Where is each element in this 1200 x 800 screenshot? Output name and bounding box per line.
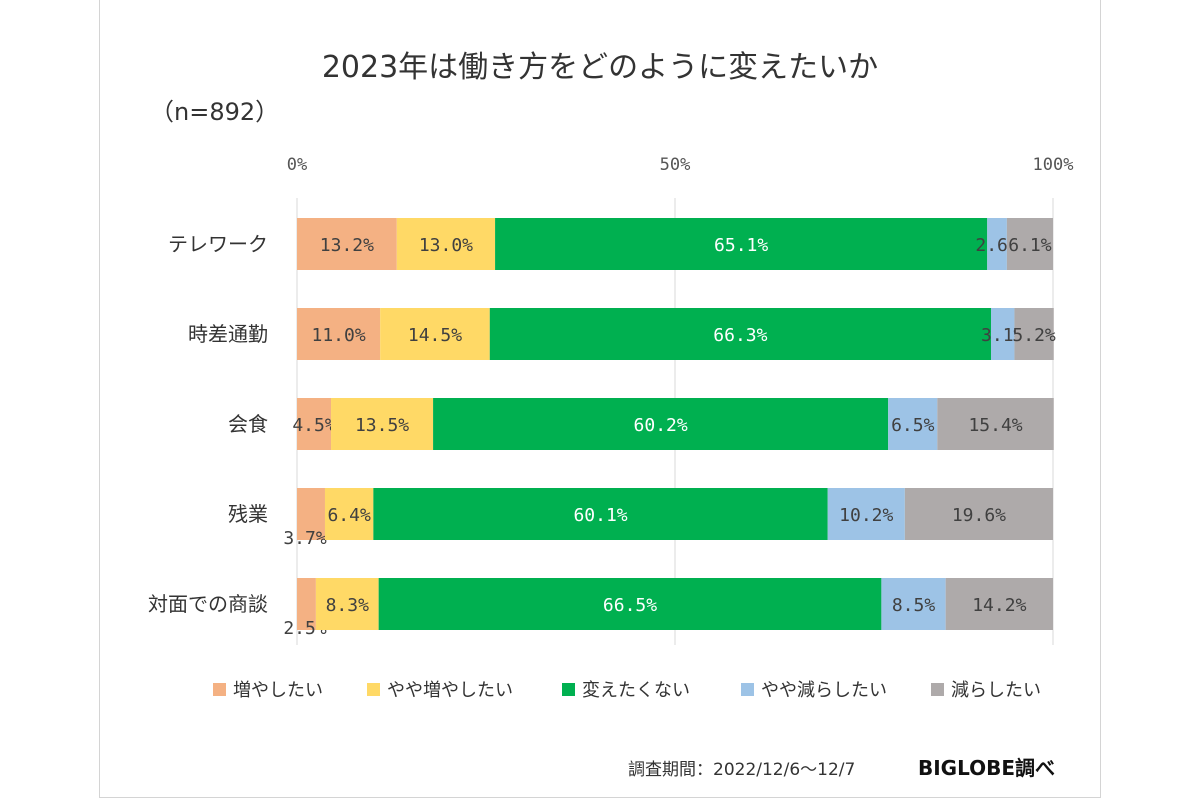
bar-segment [888,398,938,450]
data-label: 60.2% [634,415,688,436]
category-label: 残業 [228,502,268,526]
data-label: 4.5% [292,415,336,436]
legend-label: やや減らしたい [761,680,887,701]
legend-label: 変えたくない [582,680,690,701]
bar-segment [315,578,379,630]
legend-swatch [562,683,575,696]
data-label: 13.5% [355,415,409,436]
data-label: 3.1% [981,325,1025,346]
bar-segment [297,218,397,270]
bar-segment [937,398,1054,450]
bar-segment [378,578,882,630]
data-label: 19.6% [952,505,1006,526]
bar-segment [881,578,946,630]
data-label: 3.7% [283,528,327,549]
x-tick-label: 100% [1033,155,1074,175]
data-label: 6.4% [327,505,371,526]
bar-segment [827,488,905,540]
category-label: 会食 [228,412,268,436]
legend-swatch [213,683,226,696]
legend-swatch [741,683,754,696]
bar-segment [324,488,374,540]
bar-segment [495,218,988,270]
x-tick-label: 50% [660,155,691,175]
bar-segment [1006,218,1053,270]
legend-swatch [367,683,380,696]
data-label: 66.5% [603,595,657,616]
data-label: 8.5% [892,595,936,616]
data-label: 14.5% [408,325,462,346]
bar-segment [433,398,889,450]
data-label: 6.1% [1008,235,1052,256]
bar-segment [1014,308,1054,360]
data-label: 14.2% [972,595,1026,616]
legend-label: やや増やしたい [387,680,513,701]
data-label: 8.3% [326,595,370,616]
data-label: 6.5% [891,415,935,436]
data-label: 11.0% [311,325,365,346]
bar-segment [297,398,332,450]
category-label: 対面での商談 [148,592,268,616]
bar-segment [380,308,490,360]
data-label: 65.1% [714,235,768,256]
bar-segment [904,488,1053,540]
bar-segment [297,488,325,540]
bar-segment [489,308,992,360]
sample-size: （n=892） [150,98,280,126]
chart-title: 2023年は働き方をどのように変えたいか [321,50,879,85]
data-label: 5.2% [1012,325,1056,346]
data-label: 66.3% [713,325,767,346]
x-tick-label: 0% [287,155,307,175]
chart-frame [99,0,1101,798]
bar-segment [297,308,381,360]
data-label: 15.4% [968,415,1022,436]
bar-segment [945,578,1053,630]
bar-segment [987,218,1007,270]
survey-period: 調査期間：2022/12/6～12/7 [628,760,856,780]
category-label: テレワーク [168,232,268,256]
bar-segment [331,398,434,450]
bar-segment [373,488,828,540]
category-label: 時差通勤 [188,322,268,346]
data-label: 10.2% [839,505,893,526]
legend-swatch [931,683,944,696]
bar-segment [991,308,1015,360]
bar-segment [297,578,316,630]
legend-label: 減らしたい [951,680,1041,701]
source-brand: BIGLOBE調べ [918,756,1056,780]
data-label: 60.1% [573,505,627,526]
legend-label: 増やしたい [233,680,323,701]
bar-segment [396,218,496,270]
data-label: 13.0% [419,235,473,256]
data-label: 13.2% [320,235,374,256]
